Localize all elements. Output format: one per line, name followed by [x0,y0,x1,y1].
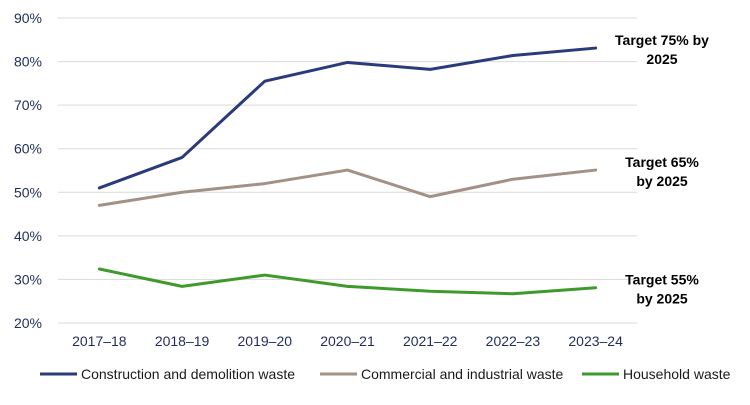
y-tick-label: 40% [14,228,42,244]
x-tick-label: 2023–24 [568,333,623,349]
x-axis: 2017–18 2018–19 2019–20 2020–21 2021–22 2022–… [72,333,623,349]
target-annotations: Target 75% by 2025 Target 65% by 2025 Target… [615,32,709,307]
y-tick-label: 20% [14,315,42,331]
legend-label: Household waste [623,366,731,382]
target-annotation-1: 2025 [646,51,677,67]
x-tick-label: 2019–20 [238,333,293,349]
y-tick-label: 50% [14,184,42,200]
series-line-1 [97,46,598,190]
x-tick-label: 2020–21 [320,333,375,349]
target-annotation-3: Target 55% [625,272,699,288]
gridlines [58,17,637,280]
y-tick-label: 90% [14,10,42,26]
target-annotation-2: Target 65% [625,154,699,170]
y-tick-label: 30% [14,271,42,287]
y-tick-label: 70% [14,97,42,113]
series-line-2 [97,168,598,207]
series-lines [97,46,598,296]
y-tick-label: 80% [14,54,42,70]
y-tick-label: 60% [14,141,42,157]
x-tick-label: 2022–23 [486,333,541,349]
target-annotation-3: by 2025 [636,291,688,307]
target-annotation-2: by 2025 [636,173,688,189]
y-axis: 20% 30% 40% 50% 60% 70% 80% 90% [14,10,42,331]
x-tick-label: 2017–18 [72,333,127,349]
series-line-3 [97,267,598,296]
x-tick-label: 2018–19 [155,333,210,349]
x-tick-label: 2021–22 [403,333,458,349]
legend-label: Commercial and industrial waste [361,366,564,382]
legend: Construction and demolition waste Commerc… [40,366,731,382]
target-annotation-1: Target 75% by [615,32,709,48]
legend-label: Construction and demolition waste [81,366,295,382]
